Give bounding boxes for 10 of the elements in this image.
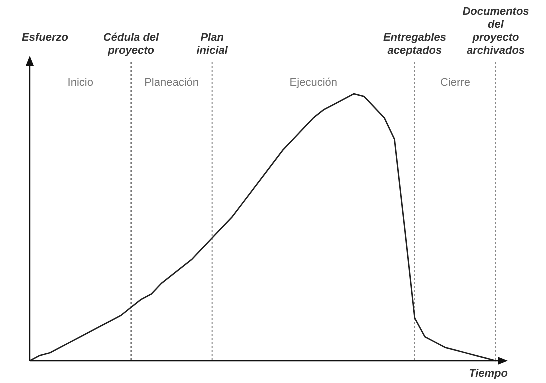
text: Ejecución	[290, 77, 338, 89]
y-axis-title: Esfuerzo	[22, 32, 69, 44]
text: Planeación	[144, 77, 200, 89]
text: Inicio	[68, 77, 94, 89]
text: Cédula del proyecto	[103, 32, 160, 57]
x-axis-title: Tiempo	[469, 368, 508, 380]
text: Cierre	[440, 77, 470, 89]
text: Entregables aceptados	[383, 32, 446, 57]
text: Plan inicial	[196, 32, 229, 57]
text: Documentos del proyecto archivados	[462, 6, 530, 57]
